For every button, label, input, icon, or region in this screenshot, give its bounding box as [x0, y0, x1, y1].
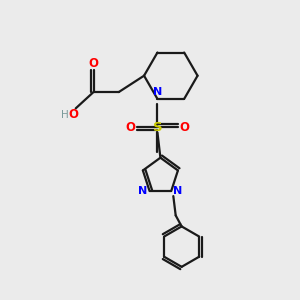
- Text: N: N: [138, 186, 148, 196]
- Text: O: O: [88, 57, 98, 70]
- Text: N: N: [153, 87, 162, 97]
- Text: O: O: [179, 121, 190, 134]
- Text: O: O: [125, 121, 135, 134]
- Text: H: H: [61, 110, 68, 120]
- Text: N: N: [173, 186, 182, 196]
- Text: S: S: [153, 121, 162, 134]
- Text: O: O: [68, 108, 78, 122]
